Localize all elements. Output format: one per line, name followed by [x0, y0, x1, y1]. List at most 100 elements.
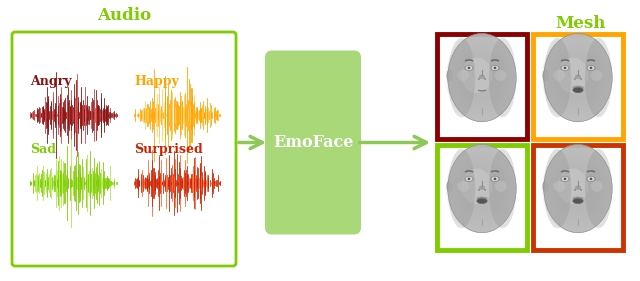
Ellipse shape [543, 34, 610, 121]
Ellipse shape [552, 156, 602, 221]
Ellipse shape [458, 47, 505, 108]
Ellipse shape [544, 144, 612, 233]
Ellipse shape [447, 69, 452, 81]
Ellipse shape [557, 52, 598, 103]
Ellipse shape [450, 38, 511, 117]
Text: EmoFace: EmoFace [273, 134, 353, 151]
Ellipse shape [447, 146, 513, 231]
Ellipse shape [456, 156, 506, 221]
Ellipse shape [560, 176, 570, 182]
Ellipse shape [456, 46, 506, 110]
Ellipse shape [544, 149, 571, 228]
Ellipse shape [464, 55, 500, 100]
Ellipse shape [456, 45, 506, 110]
Ellipse shape [561, 177, 568, 181]
Ellipse shape [551, 44, 603, 111]
Ellipse shape [546, 38, 607, 117]
Ellipse shape [555, 49, 600, 106]
Ellipse shape [545, 37, 608, 118]
Ellipse shape [458, 158, 505, 219]
Ellipse shape [548, 41, 605, 114]
Ellipse shape [552, 46, 602, 110]
FancyBboxPatch shape [12, 32, 236, 266]
Ellipse shape [459, 49, 504, 106]
Ellipse shape [557, 162, 598, 215]
Ellipse shape [461, 129, 502, 140]
Ellipse shape [560, 166, 596, 211]
Ellipse shape [477, 198, 487, 204]
Ellipse shape [544, 38, 571, 117]
Ellipse shape [447, 145, 514, 232]
Ellipse shape [557, 129, 598, 140]
Ellipse shape [478, 189, 480, 191]
Ellipse shape [553, 46, 602, 109]
Ellipse shape [462, 53, 501, 103]
Ellipse shape [478, 78, 480, 80]
Ellipse shape [551, 155, 603, 222]
Text: Angry: Angry [30, 75, 72, 88]
Ellipse shape [448, 33, 516, 122]
Ellipse shape [585, 149, 612, 228]
Ellipse shape [460, 50, 503, 105]
Ellipse shape [463, 164, 500, 213]
Ellipse shape [564, 178, 566, 180]
Ellipse shape [575, 185, 581, 190]
Ellipse shape [452, 151, 509, 226]
Ellipse shape [556, 160, 599, 217]
Ellipse shape [453, 153, 509, 224]
Ellipse shape [449, 148, 512, 229]
Ellipse shape [489, 38, 516, 117]
Ellipse shape [448, 144, 516, 233]
Ellipse shape [553, 70, 565, 81]
Ellipse shape [543, 69, 548, 81]
Text: Happy: Happy [134, 75, 179, 88]
Ellipse shape [550, 154, 604, 224]
Ellipse shape [461, 169, 492, 204]
Ellipse shape [446, 33, 515, 122]
Ellipse shape [549, 153, 605, 224]
Ellipse shape [493, 67, 497, 69]
Ellipse shape [461, 240, 502, 251]
Ellipse shape [465, 56, 499, 100]
Ellipse shape [559, 165, 596, 212]
Ellipse shape [465, 177, 472, 181]
Ellipse shape [451, 40, 510, 115]
Ellipse shape [449, 37, 512, 118]
Ellipse shape [560, 55, 596, 100]
Ellipse shape [495, 70, 507, 81]
Ellipse shape [580, 189, 582, 191]
Ellipse shape [495, 181, 507, 192]
Ellipse shape [449, 148, 513, 230]
Ellipse shape [554, 159, 600, 218]
Ellipse shape [492, 177, 499, 181]
Text: Audio: Audio [97, 7, 151, 24]
Ellipse shape [457, 70, 469, 81]
Ellipse shape [546, 149, 607, 228]
Ellipse shape [561, 167, 595, 211]
Ellipse shape [542, 33, 611, 122]
Ellipse shape [460, 49, 503, 106]
Bar [437, 33, 527, 139]
FancyBboxPatch shape [265, 51, 361, 235]
Ellipse shape [561, 66, 568, 70]
Ellipse shape [556, 49, 599, 106]
Ellipse shape [493, 178, 497, 180]
Ellipse shape [547, 151, 606, 226]
Ellipse shape [548, 40, 605, 115]
Ellipse shape [464, 176, 474, 182]
Ellipse shape [479, 74, 485, 79]
Ellipse shape [458, 159, 504, 218]
Ellipse shape [457, 46, 506, 109]
Ellipse shape [591, 70, 603, 81]
Bar [533, 33, 623, 139]
Ellipse shape [465, 167, 499, 211]
Ellipse shape [461, 163, 502, 214]
Ellipse shape [462, 164, 501, 214]
Ellipse shape [550, 43, 604, 112]
Ellipse shape [543, 146, 609, 231]
Ellipse shape [580, 78, 582, 80]
Ellipse shape [454, 154, 508, 224]
Ellipse shape [461, 162, 502, 215]
Ellipse shape [447, 34, 514, 121]
Ellipse shape [545, 148, 609, 230]
